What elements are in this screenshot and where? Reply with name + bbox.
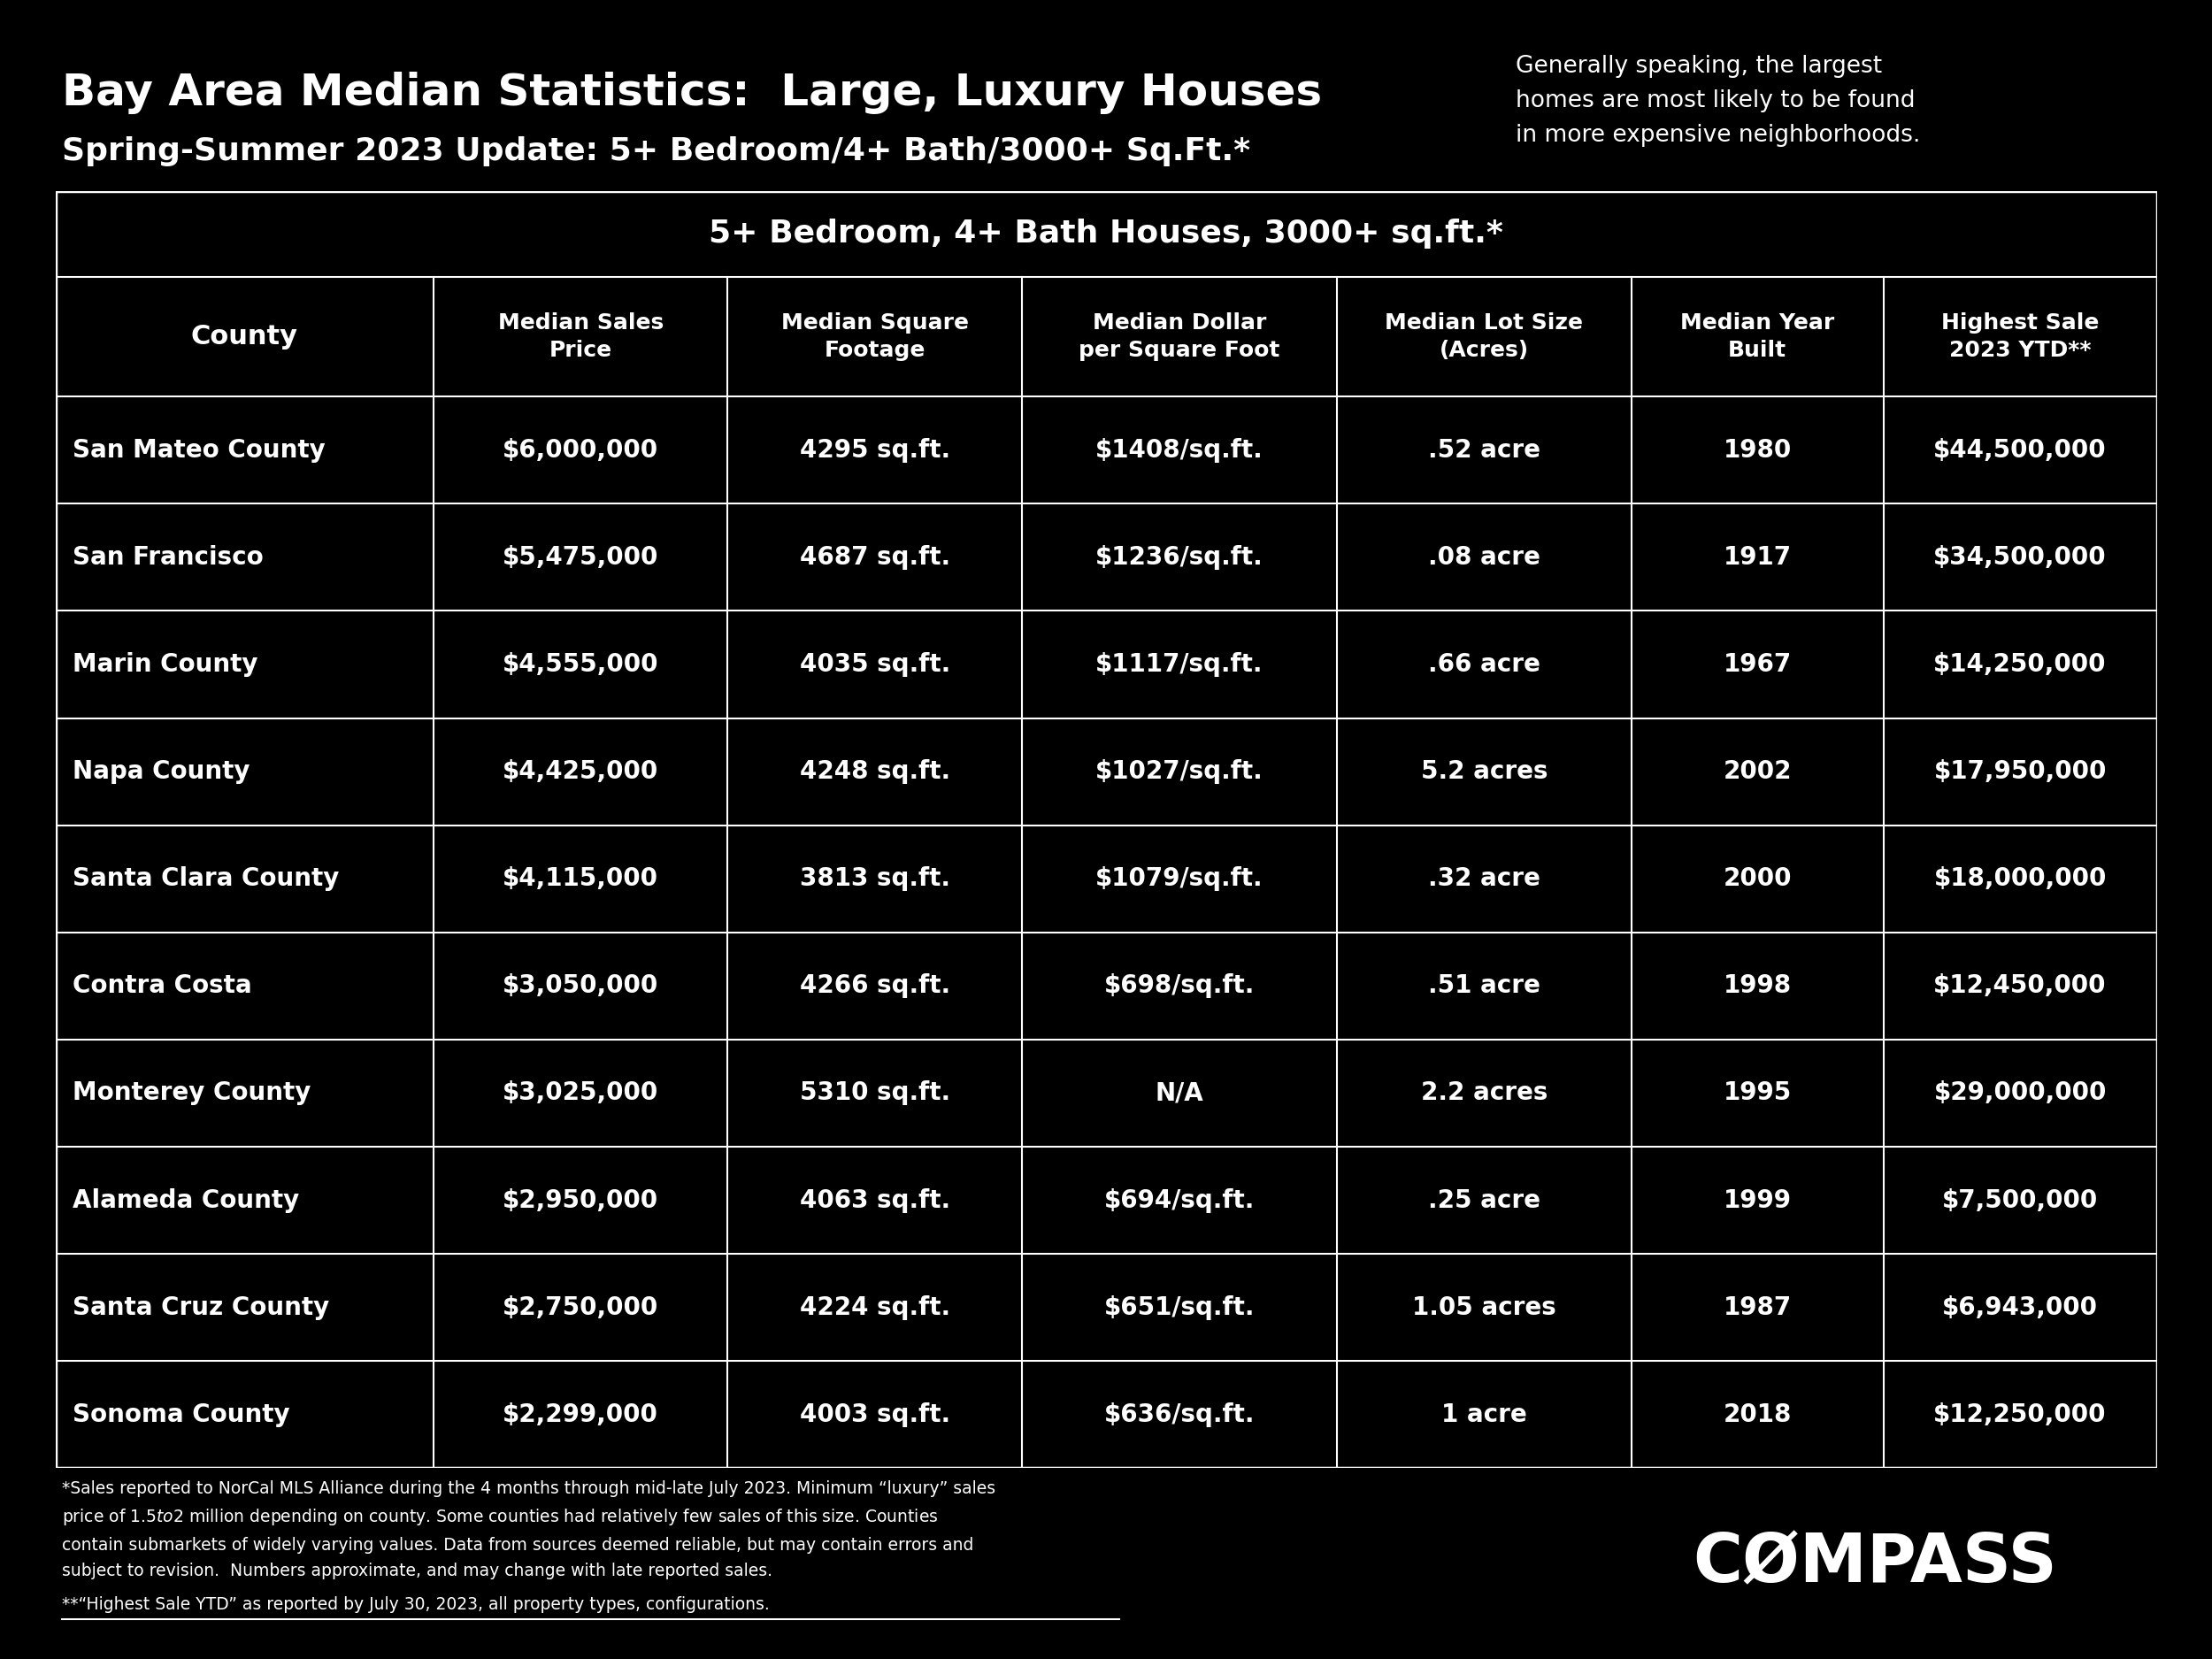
Text: $636/sq.ft.: $636/sq.ft.	[1104, 1402, 1254, 1427]
Text: Santa Cruz County: Santa Cruz County	[73, 1296, 330, 1321]
Text: 5.2 acres: 5.2 acres	[1420, 760, 1548, 785]
Text: $5,475,000: $5,475,000	[502, 544, 659, 569]
Text: 1967: 1967	[1723, 652, 1792, 677]
Text: $694/sq.ft.: $694/sq.ft.	[1104, 1188, 1254, 1213]
Text: 4063 sq.ft.: 4063 sq.ft.	[799, 1188, 951, 1213]
Text: 4224 sq.ft.: 4224 sq.ft.	[799, 1296, 951, 1321]
Text: Alameda County: Alameda County	[73, 1188, 299, 1213]
Text: $1236/sq.ft.: $1236/sq.ft.	[1095, 544, 1263, 569]
Text: $17,950,000: $17,950,000	[1933, 760, 2106, 785]
Text: .08 acre: .08 acre	[1429, 544, 1540, 569]
Text: $44,500,000: $44,500,000	[1933, 438, 2106, 463]
Text: $6,000,000: $6,000,000	[502, 438, 659, 463]
Text: N/A: N/A	[1155, 1080, 1203, 1105]
Text: $14,250,000: $14,250,000	[1933, 652, 2106, 677]
Text: 1987: 1987	[1723, 1296, 1792, 1321]
Text: 4248 sq.ft.: 4248 sq.ft.	[799, 760, 951, 785]
Text: $4,425,000: $4,425,000	[502, 760, 659, 785]
Text: 2002: 2002	[1723, 760, 1792, 785]
Text: 5+ Bedroom, 4+ Bath Houses, 3000+ sq.ft.*: 5+ Bedroom, 4+ Bath Houses, 3000+ sq.ft.…	[708, 219, 1504, 249]
Text: *Sales reported to NorCal MLS Alliance during the 4 months through mid-late July: *Sales reported to NorCal MLS Alliance d…	[62, 1480, 995, 1579]
Text: $1408/sq.ft.: $1408/sq.ft.	[1095, 438, 1263, 463]
Text: $651/sq.ft.: $651/sq.ft.	[1104, 1296, 1254, 1321]
Text: $6,943,000: $6,943,000	[1942, 1296, 2097, 1321]
Text: Generally speaking, the largest
homes are most likely to be found
in more expens: Generally speaking, the largest homes ar…	[1515, 55, 1920, 146]
Text: 4266 sq.ft.: 4266 sq.ft.	[799, 974, 951, 999]
Text: 1998: 1998	[1723, 974, 1792, 999]
Text: County: County	[190, 324, 299, 350]
Text: 3813 sq.ft.: 3813 sq.ft.	[801, 866, 951, 891]
Text: $2,299,000: $2,299,000	[502, 1402, 659, 1427]
Text: $4,555,000: $4,555,000	[502, 652, 659, 677]
Text: Median Dollar
per Square Foot: Median Dollar per Square Foot	[1079, 312, 1281, 362]
Text: $7,500,000: $7,500,000	[1942, 1188, 2097, 1213]
Text: Spring-Summer 2023 Update: 5+ Bedroom/4+ Bath/3000+ Sq.Ft.*: Spring-Summer 2023 Update: 5+ Bedroom/4+…	[62, 136, 1250, 166]
Text: .52 acre: .52 acre	[1429, 438, 1540, 463]
Text: Sonoma County: Sonoma County	[73, 1402, 290, 1427]
Text: 2.2 acres: 2.2 acres	[1420, 1080, 1548, 1105]
Text: .66 acre: .66 acre	[1429, 652, 1540, 677]
Text: .51 acre: .51 acre	[1429, 974, 1540, 999]
Text: Santa Clara County: Santa Clara County	[73, 866, 338, 891]
Text: Bay Area Median Statistics:  Large, Luxury Houses: Bay Area Median Statistics: Large, Luxur…	[62, 71, 1323, 114]
Text: 5310 sq.ft.: 5310 sq.ft.	[799, 1080, 951, 1105]
Text: 1995: 1995	[1723, 1080, 1792, 1105]
Text: Highest Sale
2023 YTD**: Highest Sale 2023 YTD**	[1942, 312, 2099, 362]
Text: $3,050,000: $3,050,000	[502, 974, 659, 999]
Text: $29,000,000: $29,000,000	[1933, 1080, 2106, 1105]
Text: $1079/sq.ft.: $1079/sq.ft.	[1095, 866, 1263, 891]
Text: Marin County: Marin County	[73, 652, 257, 677]
Text: 4687 sq.ft.: 4687 sq.ft.	[799, 544, 951, 569]
Text: 2000: 2000	[1723, 866, 1792, 891]
Text: San Mateo County: San Mateo County	[73, 438, 325, 463]
Text: Median Lot Size
(Acres): Median Lot Size (Acres)	[1385, 312, 1584, 362]
Text: 1917: 1917	[1723, 544, 1792, 569]
Text: 4035 sq.ft.: 4035 sq.ft.	[799, 652, 951, 677]
Text: $3,025,000: $3,025,000	[502, 1080, 659, 1105]
Text: $1027/sq.ft.: $1027/sq.ft.	[1095, 760, 1263, 785]
Text: Napa County: Napa County	[73, 760, 250, 785]
Text: Monterey County: Monterey County	[73, 1080, 310, 1105]
Text: Median Sales
Price: Median Sales Price	[498, 312, 664, 362]
Text: 1980: 1980	[1723, 438, 1792, 463]
Text: $698/sq.ft.: $698/sq.ft.	[1104, 974, 1254, 999]
Text: 1999: 1999	[1723, 1188, 1792, 1213]
Text: $4,115,000: $4,115,000	[502, 866, 659, 891]
Text: **“Highest Sale YTD” as reported by July 30, 2023, all property types, configura: **“Highest Sale YTD” as reported by July…	[62, 1596, 770, 1613]
Text: $1117/sq.ft.: $1117/sq.ft.	[1095, 652, 1263, 677]
Text: Contra Costa: Contra Costa	[73, 974, 252, 999]
Text: $2,750,000: $2,750,000	[502, 1296, 659, 1321]
Text: $2,950,000: $2,950,000	[502, 1188, 659, 1213]
Text: .25 acre: .25 acre	[1429, 1188, 1540, 1213]
Text: 4295 sq.ft.: 4295 sq.ft.	[799, 438, 951, 463]
Text: Median Square
Footage: Median Square Footage	[781, 312, 969, 362]
Text: $12,450,000: $12,450,000	[1933, 974, 2106, 999]
Text: $34,500,000: $34,500,000	[1933, 544, 2106, 569]
Text: San Francisco: San Francisco	[73, 544, 263, 569]
Text: 2018: 2018	[1723, 1402, 1792, 1427]
Text: CØMPASS: CØMPASS	[1692, 1531, 2057, 1596]
Text: 1.05 acres: 1.05 acres	[1411, 1296, 1557, 1321]
Text: 4003 sq.ft.: 4003 sq.ft.	[799, 1402, 951, 1427]
Text: Median Year
Built: Median Year Built	[1681, 312, 1834, 362]
Text: 1 acre: 1 acre	[1442, 1402, 1526, 1427]
Text: $18,000,000: $18,000,000	[1933, 866, 2106, 891]
Text: .32 acre: .32 acre	[1429, 866, 1540, 891]
Text: $12,250,000: $12,250,000	[1933, 1402, 2106, 1427]
